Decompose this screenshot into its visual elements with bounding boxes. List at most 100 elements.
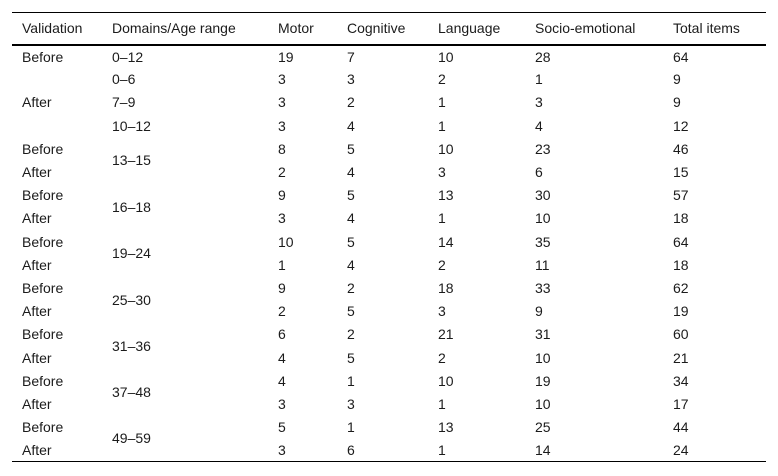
motor-cell: 3 bbox=[278, 71, 286, 88]
language-cell: 1 bbox=[438, 210, 446, 227]
cognitive-cell: 3 bbox=[347, 395, 355, 412]
age-range-cell: 13–15 bbox=[112, 152, 151, 169]
socio-emotional-cell: 10 bbox=[535, 395, 551, 412]
motor-cell: 9 bbox=[278, 279, 286, 296]
cognitive-cell: 7 bbox=[347, 48, 355, 65]
cognitive-cell: 4 bbox=[347, 210, 355, 227]
validation-items-table: Validation Domains/Age range Motor Cognitiv… bbox=[12, 12, 766, 463]
paper-table-region: Validation Domains/Age range Motor Cognitiv… bbox=[12, 12, 766, 463]
age-range-cell: 25–30 bbox=[112, 291, 151, 308]
validation-cell: Before bbox=[22, 140, 64, 157]
cognitive-cell: 4 bbox=[347, 164, 355, 181]
cognitive-cell: 5 bbox=[347, 140, 355, 157]
total-items-cell: 12 bbox=[673, 117, 689, 134]
validation-cell: After bbox=[22, 94, 52, 111]
motor-cell: 4 bbox=[278, 372, 286, 389]
total-items-cell: 15 bbox=[673, 164, 689, 181]
socio-emotional-cell: 9 bbox=[535, 303, 543, 320]
cognitive-cell: 3 bbox=[347, 71, 355, 88]
table-row: After 2 4 3 6 15 bbox=[12, 160, 766, 183]
validation-cell: After bbox=[22, 349, 52, 366]
language-cell: 13 bbox=[438, 187, 454, 204]
cognitive-cell: 6 bbox=[347, 442, 355, 459]
total-items-cell: 57 bbox=[673, 187, 689, 204]
total-items-cell: 9 bbox=[673, 71, 681, 88]
validation-cell: Before bbox=[22, 187, 64, 204]
cognitive-cell: 5 bbox=[347, 233, 355, 250]
motor-cell: 3 bbox=[278, 117, 286, 134]
age-range-cell: 37–48 bbox=[112, 384, 151, 401]
table-row: After 3 4 1 10 18 bbox=[12, 207, 766, 230]
motor-cell: 2 bbox=[278, 164, 286, 181]
column-header-motor: Motor bbox=[278, 20, 314, 37]
total-items-cell: 24 bbox=[673, 442, 689, 459]
cognitive-cell: 1 bbox=[347, 419, 355, 436]
cognitive-cell: 2 bbox=[347, 94, 355, 111]
table-row: Before 25–30 9 2 18 33 62 bbox=[12, 276, 766, 308]
validation-cell: After bbox=[22, 395, 52, 412]
cognitive-cell: 2 bbox=[347, 279, 355, 296]
socio-emotional-cell: 19 bbox=[535, 372, 551, 389]
socio-emotional-cell: 6 bbox=[535, 164, 543, 181]
language-cell: 2 bbox=[438, 71, 446, 88]
language-cell: 14 bbox=[438, 233, 454, 250]
total-items-cell: 44 bbox=[673, 419, 689, 436]
motor-cell: 8 bbox=[278, 140, 286, 157]
motor-cell: 4 bbox=[278, 349, 286, 366]
motor-cell: 3 bbox=[278, 395, 286, 412]
cognitive-cell: 4 bbox=[347, 117, 355, 134]
column-header-language: Language bbox=[438, 20, 501, 37]
table-row: Before 0–12 19 7 10 28 64 bbox=[12, 45, 766, 68]
table-body: Before 0–12 19 7 10 28 64 After 0–6 3 3 2 1 9 7–9 3 2 1 3 9… bbox=[12, 45, 766, 462]
socio-emotional-cell: 35 bbox=[535, 233, 551, 250]
age-range-cell: 16–18 bbox=[112, 198, 151, 215]
socio-emotional-cell: 30 bbox=[535, 187, 551, 204]
validation-cell: Before bbox=[22, 48, 64, 65]
motor-cell: 3 bbox=[278, 210, 286, 227]
total-items-cell: 18 bbox=[673, 210, 689, 227]
column-header-total-items: Total items bbox=[673, 20, 740, 37]
socio-emotional-cell: 23 bbox=[535, 140, 551, 157]
language-cell: 18 bbox=[438, 279, 454, 296]
column-header-age-range: Domains/Age range bbox=[112, 20, 236, 37]
cognitive-cell: 2 bbox=[347, 326, 355, 343]
total-items-cell: 19 bbox=[673, 303, 689, 320]
language-cell: 1 bbox=[438, 94, 446, 111]
language-cell: 13 bbox=[438, 419, 454, 436]
total-items-cell: 34 bbox=[673, 372, 689, 389]
table-row: Before 13–15 8 5 10 23 46 bbox=[12, 137, 766, 169]
age-range-cell: 7–9 bbox=[112, 94, 136, 111]
validation-cell: Before bbox=[22, 326, 64, 343]
table-row: 7–9 3 2 1 3 9 bbox=[12, 91, 766, 114]
age-range-cell: 31–36 bbox=[112, 337, 151, 354]
cognitive-cell: 5 bbox=[347, 349, 355, 366]
socio-emotional-cell: 10 bbox=[535, 210, 551, 227]
language-cell: 10 bbox=[438, 372, 454, 389]
socio-emotional-cell: 28 bbox=[535, 48, 551, 65]
table-row: After 3 6 1 14 24 bbox=[12, 439, 766, 462]
socio-emotional-cell: 11 bbox=[535, 256, 550, 273]
age-range-cell: 0–6 bbox=[112, 71, 136, 88]
language-cell: 1 bbox=[438, 442, 446, 459]
table-row: After 2 5 3 9 19 bbox=[12, 300, 766, 323]
age-range-cell: 0–12 bbox=[112, 48, 144, 65]
validation-cell: After bbox=[22, 256, 52, 273]
motor-cell: 5 bbox=[278, 419, 286, 436]
cognitive-cell: 1 bbox=[347, 372, 355, 389]
socio-emotional-cell: 33 bbox=[535, 279, 551, 296]
total-items-cell: 46 bbox=[673, 140, 689, 157]
table-row: After 1 4 2 11 18 bbox=[12, 253, 766, 276]
socio-emotional-cell: 25 bbox=[535, 419, 551, 436]
socio-emotional-cell: 14 bbox=[535, 442, 551, 459]
validation-cell: Before bbox=[22, 372, 64, 389]
language-cell: 2 bbox=[438, 256, 446, 273]
age-range-cell: 10–12 bbox=[112, 117, 151, 134]
table-row: Before 19–24 10 5 14 35 64 bbox=[12, 230, 766, 262]
table-row: After 0–6 3 3 2 1 9 bbox=[12, 68, 766, 110]
socio-emotional-cell: 10 bbox=[535, 349, 551, 366]
motor-cell: 3 bbox=[278, 442, 286, 459]
language-cell: 10 bbox=[438, 140, 454, 157]
motor-cell: 10 bbox=[278, 233, 294, 250]
table-header-row: Validation Domains/Age range Motor Cognitiv… bbox=[12, 13, 766, 45]
total-items-cell: 9 bbox=[673, 94, 681, 111]
